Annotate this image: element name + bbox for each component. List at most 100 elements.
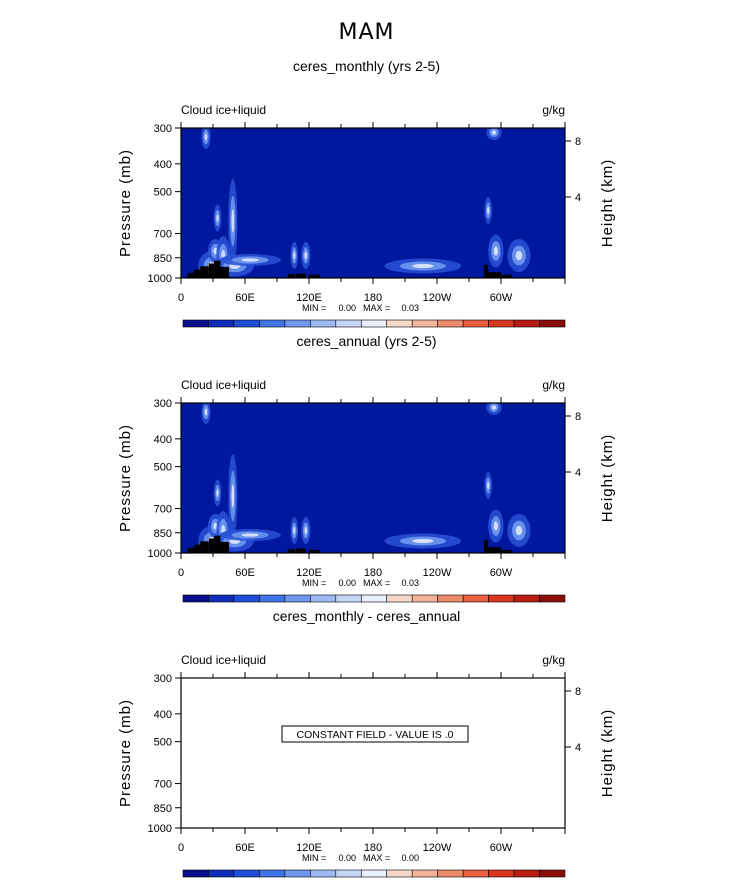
contour-level-3	[304, 251, 308, 260]
max-value: 0.00	[401, 853, 419, 863]
pressure-tick-label: 500	[154, 462, 172, 474]
height-axis-label: Height (km)	[599, 434, 616, 523]
cross-section-plot: Cloud ice+liquid g/kg 300 400 500 700 850 1000 P…	[117, 103, 616, 328]
colorbar-swatch	[488, 319, 515, 328]
contour-level-3	[216, 489, 219, 497]
colorbar-swatch	[411, 594, 438, 603]
colorbar-swatch	[182, 319, 209, 328]
units-label: g/kg	[542, 378, 565, 392]
terrain-block	[488, 547, 501, 553]
height-axis-label: Height (km)	[599, 709, 616, 798]
longitude-tick-label: 60E	[235, 567, 255, 579]
panel-title: ceres_monthly - ceres_annual	[272, 608, 461, 624]
colorbar-swatch	[208, 594, 235, 603]
contour-level-3	[241, 258, 259, 262]
pressure-tick-label: 400	[154, 709, 172, 721]
pressure-tick-label: 300	[154, 398, 172, 410]
units-label: g/kg	[542, 653, 565, 667]
colorbar-swatch	[488, 869, 515, 878]
terrain-block	[208, 538, 215, 553]
contour-features	[187, 403, 531, 553]
contour-level-3	[204, 408, 208, 416]
constant-field-box	[281, 725, 469, 743]
colorbar-swatch	[335, 319, 362, 328]
max-label: MAX =	[363, 303, 390, 313]
colorbar-swatch	[360, 869, 388, 878]
longitude-tick-label: 120E	[296, 292, 322, 304]
min-label: MIN =	[302, 578, 326, 588]
colorbar-swatch	[513, 869, 540, 878]
terrain-block	[483, 539, 489, 553]
colorbar-swatch	[386, 594, 413, 603]
contour-level-3	[487, 481, 490, 490]
terrain-block	[220, 541, 229, 553]
terrain-block	[296, 548, 306, 553]
colorbar-swatch	[462, 869, 489, 878]
colorbar-swatch	[360, 594, 388, 603]
colorbar-swatch	[386, 869, 413, 878]
colorbar-swatch	[437, 319, 464, 328]
terrain-block	[220, 266, 229, 278]
terrain-block	[187, 272, 194, 278]
height-tick-label: 8	[575, 686, 581, 698]
colorbar-swatch	[488, 594, 515, 603]
min-label: MIN =	[302, 303, 326, 313]
terrain-block	[214, 535, 221, 553]
colorbar-swatch	[437, 869, 464, 878]
colorbar-swatch	[310, 319, 337, 328]
constant-field-label: CONSTANT FIELD - VALUE IS .0	[297, 729, 454, 741]
panel-ceres-monthly: ceres_monthly (yrs 2-5) Cloud ice+liquid…	[0, 58, 733, 333]
pressure-axis-label: Pressure (mb)	[117, 149, 134, 257]
colorbar-swatch	[411, 869, 438, 878]
pressure-tick-label: 1000	[148, 273, 172, 285]
longitude-tick-label: 60E	[235, 292, 255, 304]
contour-level-3	[493, 521, 499, 531]
longitude-tick-label: 0	[178, 292, 184, 304]
longitude-tick-label: 180	[364, 292, 382, 304]
pressure-tick-label: 850	[154, 253, 172, 265]
panel-ceres-annual: ceres_annual (yrs 2-5) Cloud ice+liquid g…	[0, 333, 733, 608]
terrain-block	[309, 549, 320, 553]
terrain-block	[483, 264, 489, 278]
terrain-block	[309, 274, 320, 278]
terrain-block	[193, 269, 201, 278]
field-name-label: Cloud ice+liquid	[181, 378, 266, 392]
pressure-tick-label: 1000	[148, 548, 172, 560]
contour-level-3	[216, 214, 219, 222]
colorbar-swatch	[284, 869, 311, 878]
longitude-tick-label: 120E	[296, 842, 322, 854]
main-title: MAM	[338, 20, 395, 45]
colorbar-swatch	[310, 594, 337, 603]
contour-level-3	[293, 251, 296, 260]
colorbar-swatch	[462, 319, 489, 328]
height-axis-label: Height (km)	[599, 159, 616, 248]
terrain-block	[488, 272, 501, 278]
colorbar-swatch	[182, 869, 209, 878]
pressure-tick-label: 700	[154, 229, 172, 241]
contour-level-3	[515, 250, 523, 261]
height-tick-label: 8	[575, 411, 581, 423]
contour-level-3	[231, 484, 235, 508]
pressure-tick-label: 300	[154, 123, 172, 135]
panel-title: ceres_annual (yrs 2-5)	[296, 333, 437, 349]
colorbar-swatch	[360, 319, 388, 328]
colorbar-swatch	[284, 594, 311, 603]
longitude-tick-label: 120W	[423, 567, 452, 579]
colorbar-swatch	[462, 594, 489, 603]
colorbar-swatch	[208, 869, 235, 878]
longitude-tick-label: 180	[364, 567, 382, 579]
pressure-tick-label: 500	[154, 187, 172, 199]
colorbar-swatch	[233, 594, 260, 603]
cross-section-plot: Cloud ice+liquid g/kg CONSTANT FIELD - VAL…	[117, 653, 616, 878]
colorbar-swatch	[513, 594, 540, 603]
contour-level-3	[493, 246, 499, 256]
longitude-tick-label: 0	[178, 842, 184, 854]
colorbar-swatch	[208, 319, 235, 328]
contour-level-3	[491, 130, 497, 135]
contour-level-3	[204, 133, 208, 141]
height-tick-label: 8	[575, 136, 581, 148]
terrain-block	[200, 266, 209, 278]
colorbar-swatch	[386, 319, 413, 328]
colorbar-swatch	[513, 319, 540, 328]
